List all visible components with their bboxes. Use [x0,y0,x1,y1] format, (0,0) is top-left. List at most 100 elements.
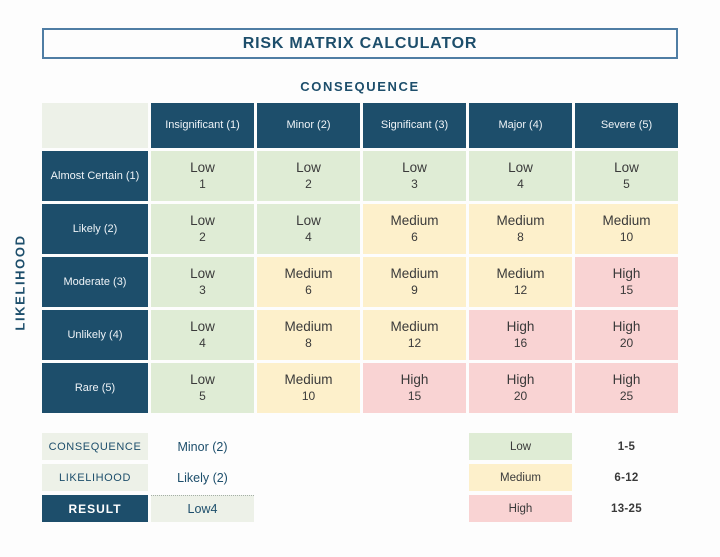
matrix-cell-score: 20 [619,336,634,351]
matrix-row-header: Likely (2) [42,204,148,254]
matrix-cell-score: 5 [199,389,206,404]
legend-range-low: 1-5 [617,440,636,453]
likelihood-input-value[interactable]: Likely (2) [177,470,228,485]
legend-range-high: 13-25 [611,502,642,515]
matrix-cell-score: 8 [517,230,524,245]
likelihood-axis-label-wrap: LIKELIHOOD [0,151,40,413]
matrix-cell-rating: Low [190,372,215,388]
matrix-cell-rating: Low [508,160,533,176]
legend: Low 1-5 Medium 6-12 High 13-25 [469,433,678,522]
matrix-cell: Medium 12 [469,257,572,307]
matrix-cell-score: 4 [199,336,206,351]
matrix-cell: Medium 6 [257,257,360,307]
legend-swatch-medium: Medium [469,464,572,491]
matrix-cell-score: 9 [411,283,418,298]
matrix-cell: High 16 [469,310,572,360]
matrix-cell-rating: Low [402,160,427,176]
matrix-cell-rating: Low [296,160,321,176]
matrix-cell-rating: Low [190,160,215,176]
likelihood-input-label: LIKELIHOOD [42,464,148,491]
legend-swatch-low: Low [469,433,572,460]
matrix-cell-rating: High [612,372,641,388]
matrix-row-header: Rare (5) [42,363,148,413]
calculator-panel: CONSEQUENCE Minor (2) LIKELIHOOD Likely … [42,433,254,522]
result-label: RESULT [42,495,148,522]
matrix-cell-rating: Medium [496,213,545,229]
matrix-cell-score: 15 [407,389,422,404]
matrix-cell: High 15 [575,257,678,307]
matrix-cell-rating: Low [190,319,215,335]
matrix-cell-score: 16 [513,336,528,351]
matrix-cell: Low 4 [257,204,360,254]
matrix-cell-rating: Medium [284,319,333,335]
consequence-axis-label: CONSEQUENCE [300,79,420,94]
matrix-cell: Low 4 [151,310,254,360]
matrix-cell-rating: Medium [284,266,333,282]
matrix-column-header: Insignificant (1) [151,103,254,148]
matrix-cell-score: 25 [619,389,634,404]
consequence-input-label: CONSEQUENCE [42,433,148,460]
matrix-column-header: Major (4) [469,103,572,148]
legend-range-medium: 6-12 [614,471,639,484]
matrix-cell: Low 2 [151,204,254,254]
likelihood-axis-label: LIKELIHOOD [12,233,28,331]
matrix-cell: Medium 6 [363,204,466,254]
matrix-cell: Low 5 [151,363,254,413]
matrix-cell-rating: High [612,266,641,282]
matrix-cell-score: 6 [305,283,312,298]
matrix-cell-rating: Medium [390,319,439,335]
matrix-cell-score: 3 [411,177,418,192]
matrix-cell-score: 10 [619,230,634,245]
matrix-cell-score: 4 [517,177,524,192]
matrix-cell-rating: High [400,372,429,388]
matrix-cell-rating: Medium [284,372,333,388]
matrix-column-header: Minor (2) [257,103,360,148]
page-title-box: RISK MATRIX CALCULATOR [42,28,678,59]
matrix-cell-score: 15 [619,283,634,298]
matrix-cell: Medium 12 [363,310,466,360]
matrix-cell-rating: Low [296,213,321,229]
matrix-cell-rating: Low [190,266,215,282]
matrix-cell: Low 1 [151,151,254,201]
matrix-cell-rating: Medium [390,213,439,229]
matrix-cell-rating: Medium [496,266,545,282]
matrix-cell-score: 20 [513,389,528,404]
matrix-row-header: Unlikely (4) [42,310,148,360]
matrix-cell: High 20 [575,310,678,360]
matrix-cell-score: 2 [199,230,206,245]
matrix-cell-score: 4 [305,230,312,245]
matrix-cell: Low 5 [575,151,678,201]
matrix-cell-score: 12 [513,283,528,298]
matrix-cell: Low 4 [469,151,572,201]
matrix-cell: Medium 10 [257,363,360,413]
matrix-row-header: Almost Certain (1) [42,151,148,201]
matrix-corner-cell [42,103,148,148]
matrix-cell-rating: Low [614,160,639,176]
matrix-cell-score: 3 [199,283,206,298]
matrix-cell: Low 3 [151,257,254,307]
matrix-row-header: Moderate (3) [42,257,148,307]
matrix-cell: Medium 8 [257,310,360,360]
matrix-cell-rating: Low [190,213,215,229]
matrix-column-header: Severe (5) [575,103,678,148]
matrix-cell: Medium 10 [575,204,678,254]
matrix-cell-rating: High [612,319,641,335]
matrix-cell-score: 6 [411,230,418,245]
matrix-cell: High 25 [575,363,678,413]
matrix-cell: High 20 [469,363,572,413]
matrix-cell: High 15 [363,363,466,413]
matrix-cell-rating: Medium [602,213,651,229]
risk-matrix: Insignificant (1) Minor (2) Significant (3… [42,103,678,413]
matrix-cell-rating: Medium [390,266,439,282]
matrix-cell: Low 2 [257,151,360,201]
matrix-cell-score: 12 [407,336,422,351]
page-title: RISK MATRIX CALCULATOR [242,34,478,52]
matrix-cell-rating: High [506,372,535,388]
consequence-input-value[interactable]: Minor (2) [177,439,228,454]
matrix-cell-score: 10 [301,389,316,404]
matrix-column-header: Significant (3) [363,103,466,148]
matrix-cell: Low 3 [363,151,466,201]
legend-swatch-high: High [469,495,572,522]
matrix-cell: Medium 9 [363,257,466,307]
